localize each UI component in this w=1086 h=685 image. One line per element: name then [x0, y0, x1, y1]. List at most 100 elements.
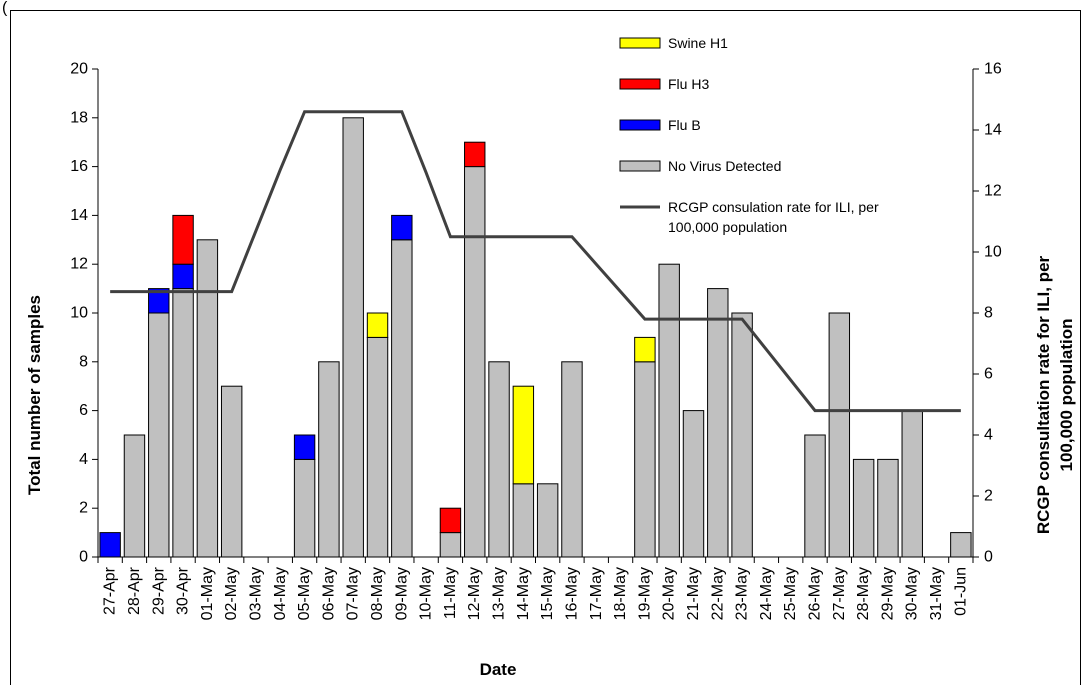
axes-layer: 0 2 4 6 8 10 12 14 16 18 20 0 2 4 6 8 10 12 14 16: [70, 61, 1002, 566]
x-tick-label: 01-May: [199, 567, 216, 620]
x-tick-label: 22-May: [709, 567, 726, 620]
x-tick-label: 23-May: [734, 567, 751, 620]
x-tick-label: 21-May: [685, 567, 702, 620]
bar-no-virus-detected-24: [682, 410, 705, 558]
legend-label-flu-b: Flu B: [668, 117, 701, 133]
legend-swatch-no-virus-detected: [619, 160, 661, 172]
bar-no-virus-detected-4: [196, 239, 219, 558]
bar-no-virus-detected-15: [464, 166, 486, 558]
bar-swine-h1-22: [634, 336, 656, 363]
x-tick-label: 14-May: [515, 567, 532, 620]
y-tick-label: 4: [79, 451, 88, 468]
x-tick-label: 25-May: [782, 567, 799, 620]
bar-no-virus-detected-16: [488, 361, 510, 558]
x-tick-label: 11-May: [442, 567, 459, 619]
legend-swatch-flu-b: [619, 119, 661, 131]
y-axis-title: Total number of samples: [25, 295, 44, 495]
line-layer: [110, 110, 961, 413]
y2-tick-label: 2: [984, 488, 993, 505]
bar-flu-b-12: [391, 214, 413, 241]
y-tick-label: 14: [70, 207, 88, 224]
x-tick-label: 01-Jun: [952, 567, 969, 616]
y2-axis-title-line1: RCGP consultation rate for ILI, per: [1034, 255, 1053, 534]
x-tick-label: 03-May: [247, 567, 264, 620]
x-tick-label: 17-May: [588, 567, 605, 620]
bar-no-virus-detected-29: [804, 434, 826, 558]
y2-axis-title-line2: 100,000 population: [1057, 318, 1076, 471]
x-tick-label: 24-May: [758, 567, 775, 620]
bar-flu-h3-14: [439, 507, 462, 534]
x-tick-label: 29-May: [879, 567, 896, 620]
x-axis-title: Date: [480, 660, 517, 679]
rcgp-rate-line: [110, 110, 961, 413]
x-tick-label: 30-May: [904, 567, 921, 620]
bar-no-virus-detected-17: [512, 483, 535, 558]
bar-no-virus-detected-33: [901, 410, 923, 558]
chart-border: [10, 10, 1081, 685]
bar-no-virus-detected-18: [536, 483, 559, 558]
x-tick-label: 20-May: [661, 567, 678, 620]
y2-tick-label: 12: [984, 183, 1002, 200]
x-tick-label: 15-May: [539, 567, 556, 620]
bar-swine-h1-11: [366, 312, 389, 338]
bar-flu-h3-15: [464, 141, 486, 168]
x-tick-label: 06-May: [320, 567, 337, 620]
legend-label-swine-h1: Swine H1: [668, 35, 728, 51]
x-tick-label: 05-May: [296, 567, 313, 620]
x-tick-label: 13-May: [491, 567, 508, 620]
bars-layer: [99, 117, 972, 558]
y2-tick-label: 16: [984, 61, 1002, 78]
y-tick-label: 10: [70, 305, 88, 322]
bar-no-virus-detected-1: [123, 434, 146, 558]
x-tick-label: 07-May: [345, 567, 362, 620]
bar-no-virus-detected-2: [148, 312, 170, 558]
y2-tick-label: 6: [984, 366, 993, 383]
bar-no-virus-detected-11: [366, 336, 389, 558]
bar-no-virus-detected-30: [828, 312, 851, 558]
legend-swatch-flu-h3: [619, 78, 661, 90]
bar-flu-h3-3: [172, 214, 194, 265]
x-tick-label: 29-Apr: [150, 566, 167, 615]
x-tick-label: 09-May: [393, 567, 410, 620]
bar-no-virus-detected-8: [293, 458, 316, 558]
y2-tick-label: 4: [984, 427, 993, 444]
x-tick-label: 27-May: [831, 567, 848, 620]
bar-no-virus-detected-26: [731, 312, 753, 558]
x-tick-label: 02-May: [223, 567, 240, 620]
bar-no-virus-detected-9: [318, 361, 340, 558]
bar-flu-b-3: [172, 263, 194, 290]
legend: Swine H1 Flu H3 Flu B No Virus Detected RCGP…: [619, 35, 879, 235]
top-cut-text: (: [2, 0, 8, 16]
y2-tick-label: 8: [984, 305, 993, 322]
x-tick-labels: 27-Apr 28-Apr 29-Apr 30-Apr 01-May 02-May 03-M…: [102, 566, 970, 620]
bar-no-virus-detected-19: [561, 361, 583, 558]
y2-tick-label: 14: [984, 122, 1002, 139]
x-tick-label: 04-May: [272, 567, 289, 620]
bar-flu-b-0: [99, 532, 121, 558]
bar-flu-b-8: [293, 434, 316, 460]
x-tick-label: 08-May: [369, 567, 386, 620]
x-tick-label: 28-May: [855, 567, 872, 620]
y-tick-label: 16: [70, 158, 88, 175]
legend-label-rcgp-line1: RCGP consulation rate for ILI, per: [668, 199, 879, 215]
legend-swatch-swine-h1: [619, 37, 661, 49]
y-tick-label: 12: [70, 256, 88, 273]
legend-label-no-virus-detected: No Virus Detected: [668, 158, 781, 174]
x-tick-label: 31-May: [928, 567, 945, 620]
y2-tick-label: 10: [984, 244, 1002, 261]
y-tick-label: 18: [70, 109, 88, 126]
legend-label-rcgp-line2: 100,000 population: [668, 219, 787, 235]
y-tick-label: 20: [70, 61, 88, 78]
bar-no-virus-detected-12: [391, 239, 413, 558]
bar-no-virus-detected-25: [707, 288, 729, 558]
bar-no-virus-detected-22: [634, 361, 656, 558]
y-tick-label: 2: [79, 500, 88, 517]
x-tick-label: 12-May: [466, 567, 483, 620]
bar-swine-h1-17: [512, 385, 535, 485]
y-tick-label: 6: [79, 402, 88, 419]
legend-label-flu-h3: Flu H3: [668, 76, 709, 92]
y2-tick-label: 0: [984, 549, 993, 566]
bar-no-virus-detected-5: [220, 385, 243, 558]
bar-no-virus-detected-14: [439, 532, 462, 558]
